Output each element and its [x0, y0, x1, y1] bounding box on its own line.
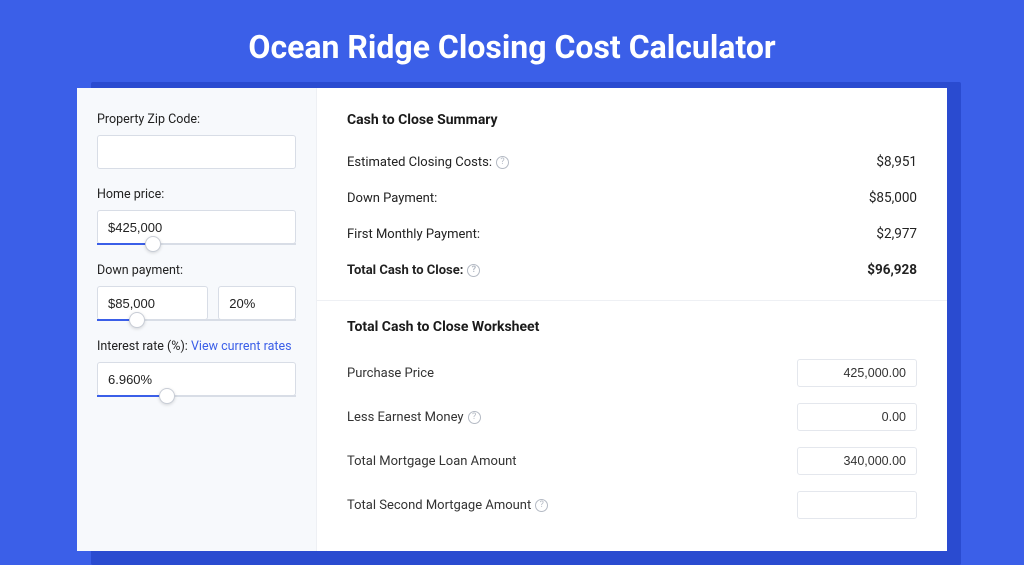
down-payment-input[interactable] — [97, 286, 208, 320]
worksheet-row: Total Mortgage Loan Amount — [347, 439, 917, 483]
summary-row-value: $85,000 — [869, 190, 917, 206]
summary-row-value: $2,977 — [876, 226, 917, 242]
interest-rate-input[interactable] — [97, 362, 296, 396]
zip-input[interactable] — [97, 135, 296, 169]
summary-total-label-text: Total Cash to Close: — [347, 263, 463, 278]
summary-row-value: $8,951 — [876, 154, 917, 170]
worksheet-input-earnest[interactable] — [797, 403, 917, 431]
worksheet-row-label: Purchase Price — [347, 366, 434, 381]
down-payment-slider-thumb[interactable] — [129, 312, 145, 328]
down-payment-label: Down payment: — [97, 263, 296, 278]
info-icon[interactable]: ? — [535, 499, 548, 512]
summary-row-label: Down Payment: — [347, 191, 437, 206]
worksheet-row-label-text: Total Second Mortgage Amount — [347, 498, 531, 513]
worksheet-row-label: Less Earnest Money ? — [347, 410, 481, 425]
view-rates-link[interactable]: View current rates — [191, 339, 292, 354]
worksheet-input-second-mortgage[interactable] — [797, 491, 917, 519]
summary-row: Down Payment: $85,000 — [347, 180, 917, 216]
home-price-group: Home price: — [97, 187, 296, 245]
worksheet-input-mortgage[interactable] — [797, 447, 917, 475]
inputs-panel: Property Zip Code: Home price: Down paym… — [77, 88, 317, 551]
interest-rate-slider-fill — [97, 395, 167, 397]
home-price-slider[interactable] — [97, 243, 296, 245]
worksheet-row-label: Total Second Mortgage Amount ? — [347, 498, 548, 513]
worksheet-row: Total Second Mortgage Amount ? — [347, 483, 917, 527]
interest-rate-label-text: Interest rate (%): — [97, 339, 188, 354]
home-price-input[interactable] — [97, 210, 296, 244]
section-divider — [317, 300, 947, 301]
zip-group: Property Zip Code: — [97, 112, 296, 169]
summary-total: Total Cash to Close: ? $96,928 — [347, 252, 917, 288]
page-title: Ocean Ridge Closing Cost Calculator — [0, 0, 1024, 88]
interest-rate-slider-thumb[interactable] — [159, 388, 175, 404]
worksheet-row-label: Total Mortgage Loan Amount — [347, 454, 517, 469]
summary-title: Cash to Close Summary — [347, 112, 917, 128]
summary-total-label: Total Cash to Close: ? — [347, 263, 480, 278]
home-price-slider-thumb[interactable] — [145, 236, 161, 252]
worksheet-title: Total Cash to Close Worksheet — [347, 319, 917, 335]
interest-rate-label: Interest rate (%): View current rates — [97, 339, 296, 354]
worksheet-row: Less Earnest Money ? — [347, 395, 917, 439]
summary-row-label: First Monthly Payment: — [347, 227, 480, 242]
summary-row: First Monthly Payment: $2,977 — [347, 216, 917, 252]
summary-panel: Cash to Close Summary Estimated Closing … — [317, 88, 947, 551]
home-price-label: Home price: — [97, 187, 296, 202]
worksheet-input-purchase[interactable] — [797, 359, 917, 387]
info-icon[interactable]: ? — [468, 411, 481, 424]
calculator-card: Property Zip Code: Home price: Down paym… — [77, 88, 947, 551]
summary-row: Estimated Closing Costs: ? $8,951 — [347, 144, 917, 180]
down-payment-slider[interactable] — [97, 319, 296, 321]
worksheet-row-label-text: Less Earnest Money — [347, 410, 464, 425]
summary-total-value: $96,928 — [867, 262, 917, 278]
zip-label: Property Zip Code: — [97, 112, 296, 127]
info-icon[interactable]: ? — [496, 156, 509, 169]
summary-row-label: Estimated Closing Costs: ? — [347, 155, 509, 170]
down-payment-row — [97, 286, 296, 320]
info-icon[interactable]: ? — [467, 264, 480, 277]
calculator-shadow: Property Zip Code: Home price: Down paym… — [77, 88, 947, 551]
interest-rate-group: Interest rate (%): View current rates — [97, 339, 296, 397]
down-payment-percent-input[interactable] — [218, 286, 296, 320]
worksheet-row: Purchase Price — [347, 351, 917, 395]
down-payment-group: Down payment: — [97, 263, 296, 321]
interest-rate-slider[interactable] — [97, 395, 296, 397]
summary-row-label-text: Estimated Closing Costs: — [347, 155, 492, 170]
